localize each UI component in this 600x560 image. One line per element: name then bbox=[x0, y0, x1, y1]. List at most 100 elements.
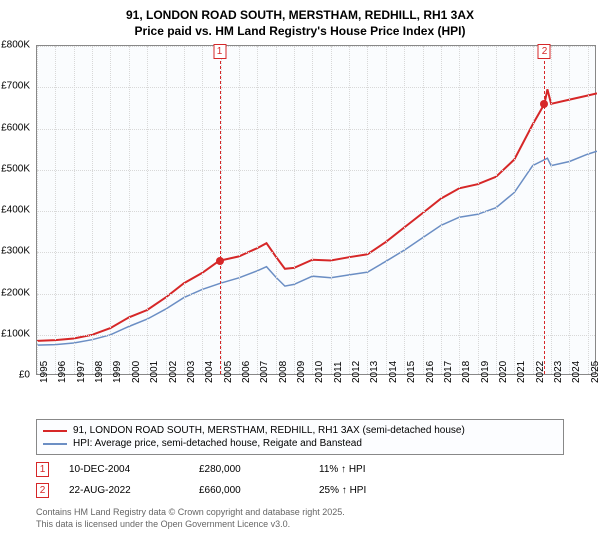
gridline-v bbox=[147, 46, 148, 374]
sale-vs-hpi: 25% ↑ HPI bbox=[319, 485, 366, 496]
sale-row: 1 10-DEC-2004 £280,000 11% ↑ HPI bbox=[36, 459, 564, 480]
sale-marker: 1 bbox=[36, 462, 49, 477]
x-axis-label: 2005 bbox=[223, 361, 234, 383]
x-axis-label: 2016 bbox=[425, 361, 436, 383]
gridline-h bbox=[37, 170, 595, 171]
series-price_paid bbox=[37, 89, 597, 341]
x-axis-label: 2017 bbox=[443, 361, 454, 383]
gridline-v bbox=[423, 46, 424, 374]
gridline-v bbox=[294, 46, 295, 374]
sale-marker-dot bbox=[540, 100, 548, 108]
root: 91, LONDON ROAD SOUTH, MERSTHAM, REDHILL… bbox=[0, 0, 600, 560]
gridline-v bbox=[55, 46, 56, 374]
legend-item: 91, LONDON ROAD SOUTH, MERSTHAM, REDHILL… bbox=[43, 424, 557, 437]
x-axis-label: 1996 bbox=[57, 361, 68, 383]
x-axis-label: 2003 bbox=[186, 361, 197, 383]
y-axis-label: £200K bbox=[1, 287, 30, 298]
gridline-v bbox=[312, 46, 313, 374]
gridline-v bbox=[221, 46, 222, 374]
x-axis-label: 1999 bbox=[112, 361, 123, 383]
gridline-v bbox=[569, 46, 570, 374]
x-axis-label: 1997 bbox=[76, 361, 87, 383]
title-line1: 91, LONDON ROAD SOUTH, MERSTHAM, REDHILL… bbox=[10, 8, 590, 24]
legend-label: HPI: Average price, semi-detached house,… bbox=[73, 438, 362, 449]
x-axis-label: 2022 bbox=[535, 361, 546, 383]
footer-line2: This data is licensed under the Open Gov… bbox=[36, 519, 564, 531]
x-axis-label: 2001 bbox=[149, 361, 160, 383]
chart: 12 £0£100K£200K£300K£400K£500K£600K£700K… bbox=[36, 45, 596, 375]
x-axis-label: 2007 bbox=[259, 361, 270, 383]
gridline-v bbox=[514, 46, 515, 374]
gridline-v bbox=[37, 46, 38, 374]
gridline-v bbox=[239, 46, 240, 374]
plot-area: 12 bbox=[36, 45, 596, 375]
x-axis-label: 2006 bbox=[241, 361, 252, 383]
x-axis-label: 1998 bbox=[94, 361, 105, 383]
x-axis-label: 2014 bbox=[388, 361, 399, 383]
x-axis-label: 2011 bbox=[333, 362, 344, 384]
x-axis-label: 2020 bbox=[498, 361, 509, 383]
legend: 91, LONDON ROAD SOUTH, MERSTHAM, REDHILL… bbox=[36, 419, 564, 455]
x-axis-label: 2004 bbox=[204, 361, 215, 383]
legend-item: HPI: Average price, semi-detached house,… bbox=[43, 437, 557, 450]
x-axis-label: 2002 bbox=[168, 361, 179, 383]
gridline-h bbox=[37, 211, 595, 212]
gridline-v bbox=[276, 46, 277, 374]
gridline-v bbox=[404, 46, 405, 374]
gridline-v bbox=[331, 46, 332, 374]
x-axis-label: 2021 bbox=[516, 361, 527, 383]
gridline-h bbox=[37, 335, 595, 336]
sale-price: £660,000 bbox=[199, 485, 299, 496]
sale-marker-line bbox=[220, 46, 221, 374]
footer: Contains HM Land Registry data © Crown c… bbox=[36, 507, 564, 530]
title-line2: Price paid vs. HM Land Registry's House … bbox=[10, 24, 590, 40]
gridline-v bbox=[349, 46, 350, 374]
gridline-v bbox=[110, 46, 111, 374]
x-axis-label: 2024 bbox=[571, 361, 582, 383]
gridline-v bbox=[496, 46, 497, 374]
x-axis-label: 2015 bbox=[406, 361, 417, 383]
chart-title: 91, LONDON ROAD SOUTH, MERSTHAM, REDHILL… bbox=[0, 0, 600, 43]
gridline-v bbox=[588, 46, 589, 374]
sale-date: 22-AUG-2022 bbox=[69, 485, 179, 496]
series-hpi bbox=[37, 151, 597, 345]
y-axis-label: £600K bbox=[1, 122, 30, 133]
y-axis-label: £700K bbox=[1, 81, 30, 92]
x-axis-label: 2013 bbox=[369, 361, 380, 383]
x-axis-label: 2010 bbox=[314, 361, 325, 383]
x-axis-label: 2008 bbox=[278, 361, 289, 383]
gridline-v bbox=[257, 46, 258, 374]
x-axis-label: 2000 bbox=[131, 361, 142, 383]
sale-marker-box: 2 bbox=[538, 44, 551, 59]
x-axis-label: 2009 bbox=[296, 361, 307, 383]
gridline-h bbox=[37, 129, 595, 130]
x-axis-label: 2019 bbox=[480, 361, 491, 383]
sale-marker: 2 bbox=[36, 483, 49, 498]
gridline-h bbox=[37, 87, 595, 88]
y-axis-label: £0 bbox=[19, 370, 30, 381]
gridline-v bbox=[386, 46, 387, 374]
sales-table: 1 10-DEC-2004 £280,000 11% ↑ HPI 2 22-AU… bbox=[36, 459, 564, 501]
gridline-v bbox=[184, 46, 185, 374]
sale-price: £280,000 bbox=[199, 464, 299, 475]
gridline-h bbox=[37, 294, 595, 295]
sale-marker-box: 1 bbox=[213, 44, 226, 59]
sale-date: 10-DEC-2004 bbox=[69, 464, 179, 475]
x-axis-label: 1995 bbox=[39, 361, 50, 383]
gridline-h bbox=[37, 252, 595, 253]
gridline-v bbox=[367, 46, 368, 374]
x-axis-label: 2012 bbox=[351, 361, 362, 383]
gridline-v bbox=[166, 46, 167, 374]
x-axis-label: 2023 bbox=[553, 361, 564, 383]
gridline-v bbox=[533, 46, 534, 374]
gridline-v bbox=[459, 46, 460, 374]
x-axis-label: 2018 bbox=[461, 361, 472, 383]
legend-swatch bbox=[43, 430, 67, 432]
gridline-v bbox=[129, 46, 130, 374]
y-axis-label: £400K bbox=[1, 205, 30, 216]
y-axis-label: £100K bbox=[1, 328, 30, 339]
sale-vs-hpi: 11% ↑ HPI bbox=[319, 464, 366, 475]
sale-row: 2 22-AUG-2022 £660,000 25% ↑ HPI bbox=[36, 480, 564, 501]
legend-swatch bbox=[43, 443, 67, 445]
gridline-v bbox=[92, 46, 93, 374]
